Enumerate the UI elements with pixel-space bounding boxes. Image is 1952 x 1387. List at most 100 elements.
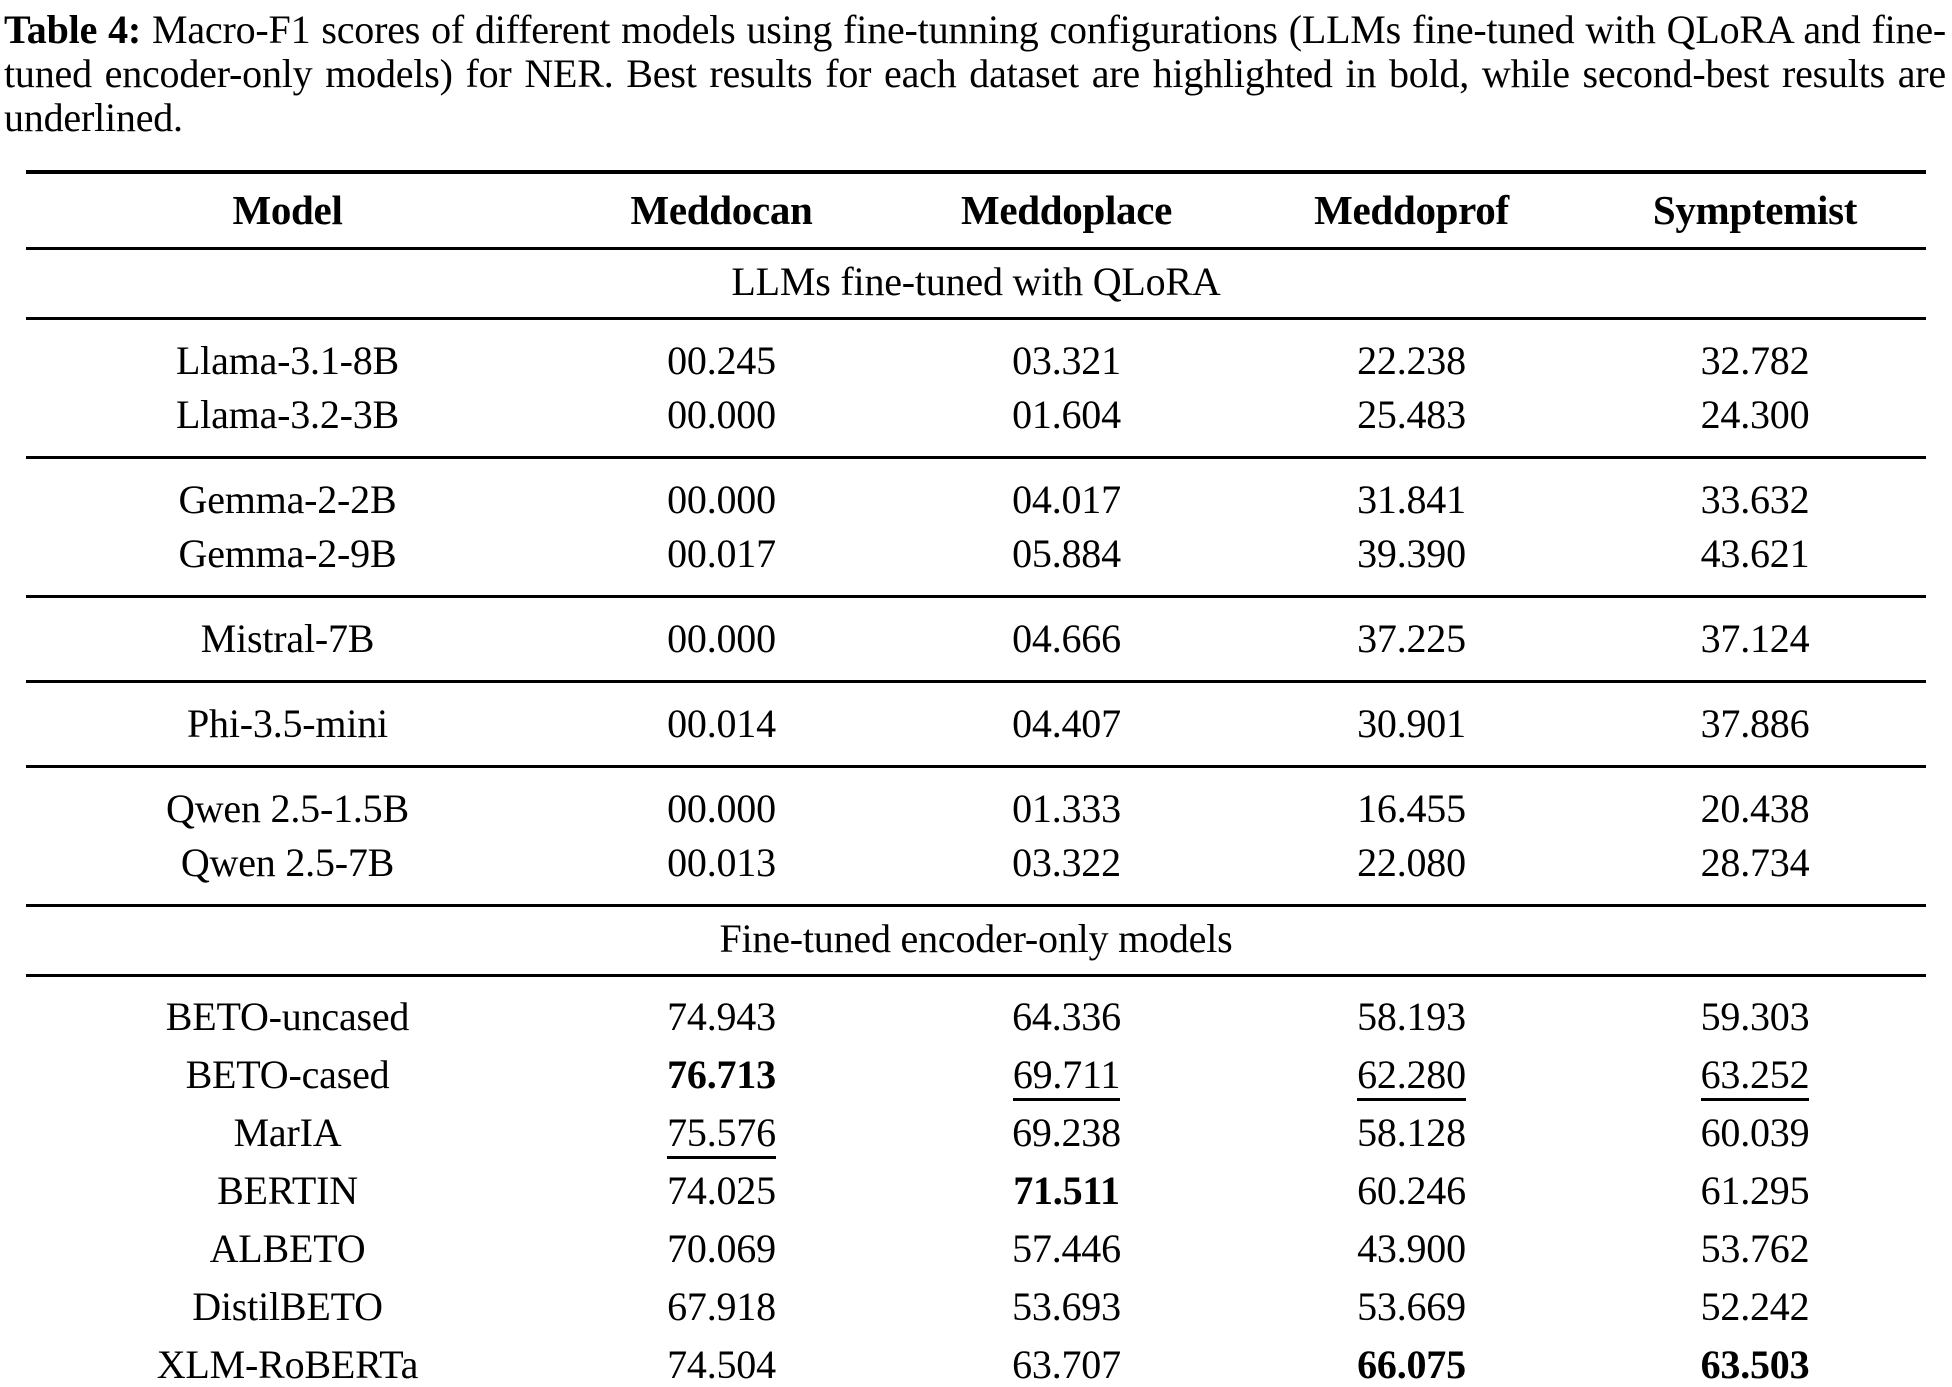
score-cell: 71.511 (894, 1162, 1239, 1220)
score-cell: 59.303 (1584, 976, 1926, 1047)
score-value: 16.455 (1357, 786, 1466, 831)
score-cell: 20.438 (1584, 767, 1926, 837)
score-value: 39.390 (1357, 531, 1466, 576)
table-row: Llama-3.1-8B 00.245 03.321 22.238 32.782 (26, 319, 1926, 389)
table-row: Llama-3.2-3B 00.000 01.604 25.483 24.300 (26, 388, 1926, 458)
score-value: 28.734 (1700, 840, 1810, 885)
score-value: 63.503 (1700, 1342, 1810, 1387)
model-name-cell: DistilBETO (192, 1284, 383, 1329)
score-cell: 58.193 (1239, 976, 1584, 1047)
model-name-cell: BETO-uncased (165, 994, 410, 1039)
score-cell: 63.252 (1584, 1046, 1926, 1104)
score-cell: 39.390 (1239, 527, 1584, 597)
score-value: 30.901 (1357, 701, 1466, 746)
column-header-meddoprof: Meddoprof (1314, 187, 1509, 233)
score-value: 53.762 (1700, 1226, 1810, 1271)
score-cell: 31.841 (1239, 458, 1584, 528)
model-name-cell: MarIA (233, 1110, 342, 1155)
table-row: Gemma-2-9B 00.017 05.884 39.390 43.621 (26, 527, 1926, 597)
table-row: BETO-uncased 74.943 64.336 58.193 59.303 (26, 976, 1926, 1047)
column-header-meddocan: Meddocan (630, 187, 813, 233)
table-row: Mistral-7B 00.000 04.666 37.225 37.124 (26, 597, 1926, 682)
score-value: 00.014 (667, 701, 776, 746)
score-value: 25.483 (1357, 392, 1466, 437)
model-name-cell: ALBETO (209, 1226, 366, 1271)
table-caption: Table 4: Macro-F1 scores of different mo… (0, 0, 1952, 140)
score-value: 53.669 (1357, 1284, 1466, 1329)
score-value: 76.713 (667, 1052, 776, 1097)
table-row: DistilBETO 67.918 53.693 53.669 52.242 (26, 1278, 1926, 1336)
score-value: 43.900 (1357, 1226, 1466, 1271)
score-cell: 60.246 (1239, 1162, 1584, 1220)
score-value: 63.252 (1700, 1052, 1810, 1101)
score-value: 43.621 (1700, 531, 1810, 576)
score-value: 60.039 (1700, 1110, 1810, 1155)
score-value: 22.080 (1357, 840, 1466, 885)
model-name-cell: Llama-3.1-8B (175, 338, 400, 383)
score-value: 03.322 (1012, 840, 1121, 885)
score-value: 66.075 (1357, 1342, 1466, 1387)
score-value: 24.300 (1700, 392, 1810, 437)
score-cell: 74.025 (549, 1162, 894, 1220)
score-cell: 00.000 (549, 767, 894, 837)
score-value: 69.238 (1012, 1110, 1121, 1155)
score-cell: 57.446 (894, 1220, 1239, 1278)
score-cell: 00.014 (549, 682, 894, 767)
score-value: 74.025 (667, 1168, 776, 1213)
score-cell: 63.503 (1584, 1336, 1926, 1387)
section-title: Fine-tuned encoder-only models (719, 916, 1233, 961)
score-cell: 01.333 (894, 767, 1239, 837)
score-cell: 62.280 (1239, 1046, 1584, 1104)
table-row: BETO-cased 76.713 69.711 62.280 63.252 (26, 1046, 1926, 1104)
score-cell: 03.321 (894, 319, 1239, 389)
score-cell: 61.295 (1584, 1162, 1926, 1220)
score-cell: 74.943 (549, 976, 894, 1047)
column-header-symptemist: Symptemist (1652, 187, 1858, 233)
score-value: 37.124 (1700, 616, 1810, 661)
score-cell: 43.900 (1239, 1220, 1584, 1278)
score-value: 61.295 (1700, 1168, 1810, 1213)
score-value: 62.280 (1357, 1052, 1466, 1101)
score-cell: 37.124 (1584, 597, 1926, 682)
score-value: 57.446 (1012, 1226, 1121, 1271)
score-value: 64.336 (1012, 994, 1121, 1039)
results-table: Model Meddocan Meddoplace Meddoprof Symp… (26, 170, 1926, 1387)
model-name-cell: Qwen 2.5-7B (180, 840, 395, 885)
score-cell: 00.017 (549, 527, 894, 597)
score-value: 58.193 (1357, 994, 1466, 1039)
model-name-cell: BERTIN (217, 1168, 358, 1213)
score-value: 33.632 (1700, 477, 1810, 522)
score-value: 60.246 (1357, 1168, 1466, 1213)
score-value: 53.693 (1012, 1284, 1121, 1329)
score-value: 00.000 (667, 477, 776, 522)
score-value: 00.017 (667, 531, 776, 576)
score-value: 00.000 (667, 616, 776, 661)
score-value: 75.576 (667, 1110, 776, 1159)
score-value: 70.069 (667, 1226, 776, 1271)
score-value: 00.013 (667, 840, 776, 885)
score-cell: 04.666 (894, 597, 1239, 682)
score-cell: 32.782 (1584, 319, 1926, 389)
score-cell: 25.483 (1239, 388, 1584, 458)
score-cell: 37.886 (1584, 682, 1926, 767)
score-value: 69.711 (1012, 1052, 1120, 1101)
score-cell: 00.245 (549, 319, 894, 389)
column-header-meddoplace: Meddoplace (960, 187, 1173, 233)
model-name-cell: BETO-cased (185, 1052, 390, 1097)
score-cell: 28.734 (1584, 836, 1926, 906)
score-value: 01.604 (1012, 392, 1121, 437)
section-header-row: Fine-tuned encoder-only models (26, 906, 1926, 976)
score-cell: 53.762 (1584, 1220, 1926, 1278)
score-value: 71.511 (1013, 1168, 1120, 1213)
score-value: 00.000 (667, 392, 776, 437)
score-cell: 37.225 (1239, 597, 1584, 682)
section-header-row: LLMs fine-tuned with QLoRA (26, 249, 1926, 319)
score-value: 22.238 (1357, 338, 1466, 383)
score-cell: 00.000 (549, 388, 894, 458)
score-cell: 24.300 (1584, 388, 1926, 458)
table-row: Qwen 2.5-7B 00.013 03.322 22.080 28.734 (26, 836, 1926, 906)
score-cell: 00.013 (549, 836, 894, 906)
score-cell: 30.901 (1239, 682, 1584, 767)
section-title: LLMs fine-tuned with QLoRA (731, 259, 1221, 304)
score-cell: 74.504 (549, 1336, 894, 1387)
